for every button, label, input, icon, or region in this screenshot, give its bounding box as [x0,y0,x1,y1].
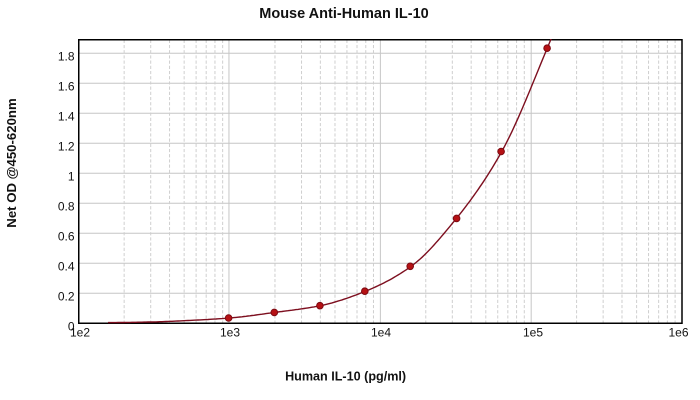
svg-text:1e4: 1e4 [371,326,391,340]
svg-text:1.6: 1.6 [58,79,75,93]
svg-text:1.8: 1.8 [58,49,75,63]
svg-text:0: 0 [68,319,75,333]
svg-text:Human IL-10 (pg/ml): Human IL-10 (pg/ml) [285,370,406,384]
svg-text:0.6: 0.6 [58,229,75,243]
svg-text:1e6: 1e6 [668,326,688,340]
svg-text:0.2: 0.2 [58,289,75,303]
svg-text:1: 1 [68,169,75,183]
svg-text:0.8: 0.8 [58,199,75,213]
svg-text:1e2: 1e2 [70,326,90,340]
svg-text:1.4: 1.4 [58,109,75,123]
svg-text:0.4: 0.4 [58,259,75,273]
svg-text:1e5: 1e5 [523,326,543,340]
svg-text:1.2: 1.2 [58,139,75,153]
svg-text:Mouse Anti-Human IL-10: Mouse Anti-Human IL-10 [259,6,428,22]
svg-text:1e3: 1e3 [220,326,240,340]
svg-text:Net OD @450-620nm: Net OD @450-620nm [4,98,19,227]
